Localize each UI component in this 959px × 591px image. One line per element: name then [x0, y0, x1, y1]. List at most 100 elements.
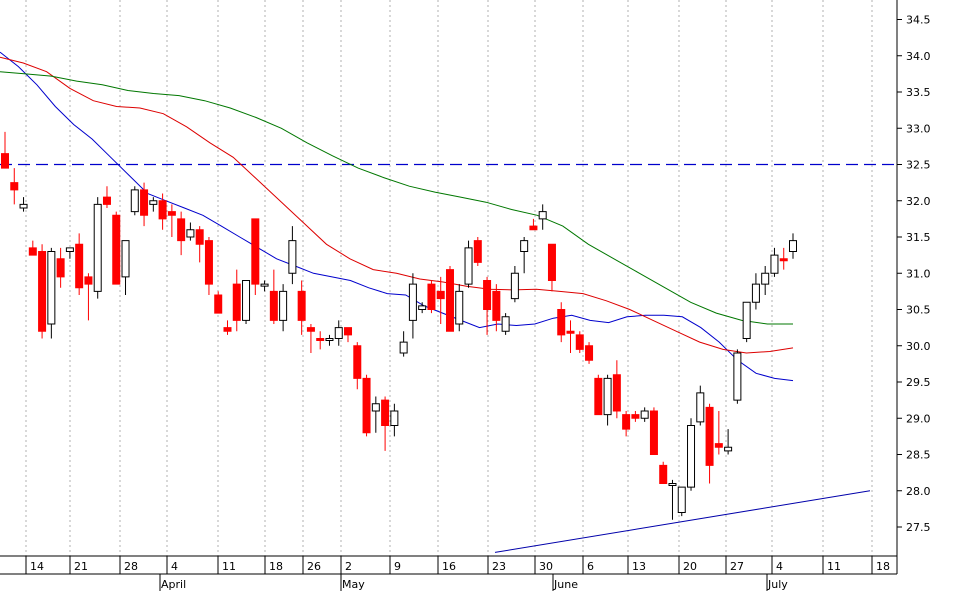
y-tick-label: 30.0 — [906, 340, 931, 353]
candle-body — [649, 410, 658, 455]
candle-body — [325, 338, 334, 341]
candle-body — [547, 243, 556, 281]
candle — [158, 193, 167, 230]
candle — [325, 334, 334, 346]
moving-average-line — [0, 56, 794, 354]
x-tick-label: 23 — [492, 560, 506, 573]
candle-body — [492, 290, 501, 321]
candle — [140, 182, 149, 227]
candle-body — [297, 290, 306, 321]
candle-body — [445, 269, 454, 332]
y-tick-label: 32.0 — [906, 195, 931, 208]
candle-body — [779, 258, 788, 262]
candle-body — [705, 406, 714, 466]
candle — [242, 280, 251, 324]
candle-body — [204, 240, 213, 285]
candle-body — [455, 290, 464, 325]
x-tick-label: 16 — [442, 560, 456, 573]
candle-body — [121, 240, 130, 278]
candle — [529, 218, 538, 231]
candle — [149, 197, 158, 212]
candle-body — [362, 377, 371, 434]
candle-body — [501, 316, 510, 332]
candle-body — [612, 374, 621, 412]
candle — [538, 204, 547, 230]
x-tick-label: 11 — [827, 560, 841, 573]
candle-body — [751, 283, 760, 303]
candle — [1, 131, 9, 169]
candle-body — [269, 290, 278, 321]
candle — [473, 237, 482, 266]
candle-body — [733, 352, 742, 401]
candle — [761, 266, 770, 295]
candle — [232, 269, 241, 332]
candle-body — [102, 196, 111, 205]
candle-body — [483, 280, 492, 310]
candle-body — [529, 225, 538, 231]
candle-body — [789, 240, 797, 252]
y-tick-label: 33.5 — [906, 86, 931, 99]
candle — [631, 411, 640, 422]
candle-body — [371, 403, 380, 412]
x-tick-label: 4 — [776, 560, 783, 573]
candle-body — [622, 414, 631, 430]
candle — [93, 197, 102, 299]
candle — [445, 266, 454, 332]
candle — [696, 385, 705, 426]
x-tick-label: 27 — [730, 560, 744, 573]
candle — [167, 204, 176, 237]
candle — [371, 396, 380, 433]
candle — [483, 276, 492, 335]
candle-body — [668, 483, 677, 486]
candle-body — [260, 283, 269, 287]
candle — [714, 411, 723, 455]
candle — [492, 284, 501, 332]
candle-body — [631, 414, 640, 419]
candle — [520, 237, 529, 274]
candle-body — [1, 153, 9, 169]
y-tick-label: 27.5 — [906, 521, 931, 534]
candle-body — [585, 345, 594, 361]
month-label: July — [767, 578, 788, 591]
y-tick-label: 29.0 — [906, 412, 931, 425]
candle — [334, 320, 343, 346]
candle-body — [65, 247, 74, 252]
moving-average-line — [0, 51, 794, 382]
candle-body — [344, 327, 353, 336]
candle-body — [724, 446, 733, 452]
candle-body — [334, 327, 343, 339]
candle-body — [75, 243, 84, 289]
candle — [585, 342, 594, 364]
x-tick-label: 20 — [683, 560, 697, 573]
candle — [390, 403, 399, 437]
candle — [251, 218, 260, 295]
candle — [56, 247, 65, 288]
candle — [353, 342, 362, 390]
candle-body — [408, 283, 417, 321]
y-tick-label: 28.0 — [906, 485, 931, 498]
candle — [195, 226, 204, 263]
candle — [269, 269, 278, 324]
x-tick-label: 30 — [539, 560, 553, 573]
candle — [84, 273, 93, 321]
candle — [47, 247, 56, 339]
candle-body — [223, 327, 232, 332]
candle — [594, 374, 603, 416]
candle — [622, 411, 631, 437]
y-tick-label: 29.5 — [906, 376, 931, 389]
x-tick-label: 14 — [30, 560, 44, 573]
candle-body — [687, 425, 696, 488]
x-tick-label: 4 — [171, 560, 178, 573]
candle-body — [158, 200, 167, 220]
candle — [724, 429, 733, 455]
x-tick-label: 26 — [307, 560, 321, 573]
candle — [65, 247, 74, 259]
candle-body — [149, 200, 158, 205]
candle — [742, 301, 751, 343]
x-tick-label: 21 — [74, 560, 88, 573]
y-tick-label: 34.5 — [906, 14, 931, 27]
candle — [260, 280, 269, 292]
support-trendline — [494, 490, 871, 553]
candle — [214, 291, 223, 314]
candle-body — [279, 290, 288, 321]
